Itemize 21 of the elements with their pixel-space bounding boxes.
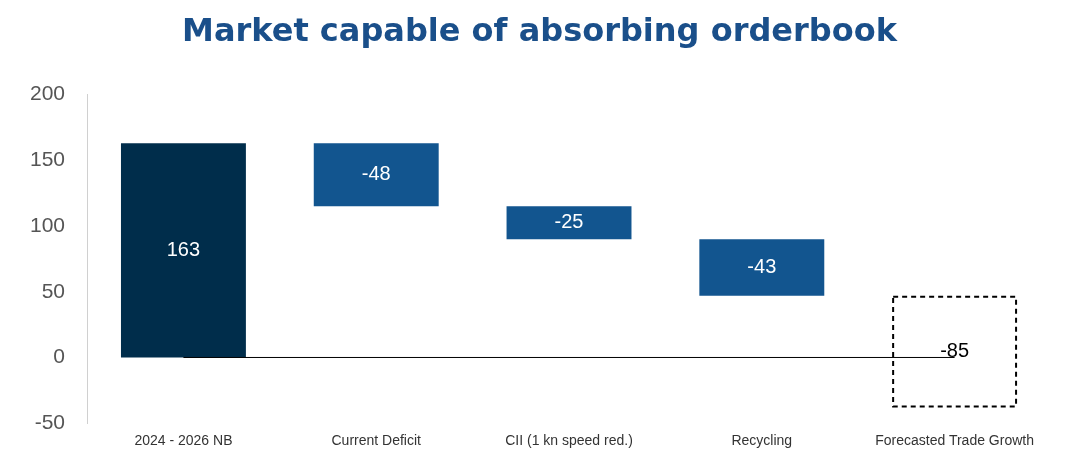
x-tick-label: 2024 - 2026 NB: [134, 432, 233, 449]
chart-title: Market capable of absorbing orderbook: [181, 10, 899, 51]
data-label: -85: [940, 339, 970, 362]
x-tick-label: Forecasted Trade Growth: [875, 432, 1034, 449]
y-tick-label: -50: [34, 410, 66, 433]
x-tick-label: Recycling: [731, 432, 793, 449]
y-tick-label: 0: [53, 344, 66, 368]
y-tick-label: 50: [41, 278, 66, 302]
data-label: -48: [361, 162, 391, 185]
x-tick-label: Current Deficit: [331, 432, 422, 449]
y-tick-label: 100: [29, 212, 66, 236]
data-label: 163: [166, 237, 201, 260]
bar: [699, 239, 825, 296]
data-label: -43: [747, 254, 777, 277]
x-tick-label: CII (1 kn speed red.): [505, 432, 633, 449]
y-tick-label: 150: [29, 147, 66, 171]
bar: [120, 143, 246, 358]
bar: [313, 143, 439, 207]
bar: [506, 206, 632, 240]
data-label: -25: [554, 210, 584, 233]
y-tick-label: 200: [29, 81, 66, 105]
